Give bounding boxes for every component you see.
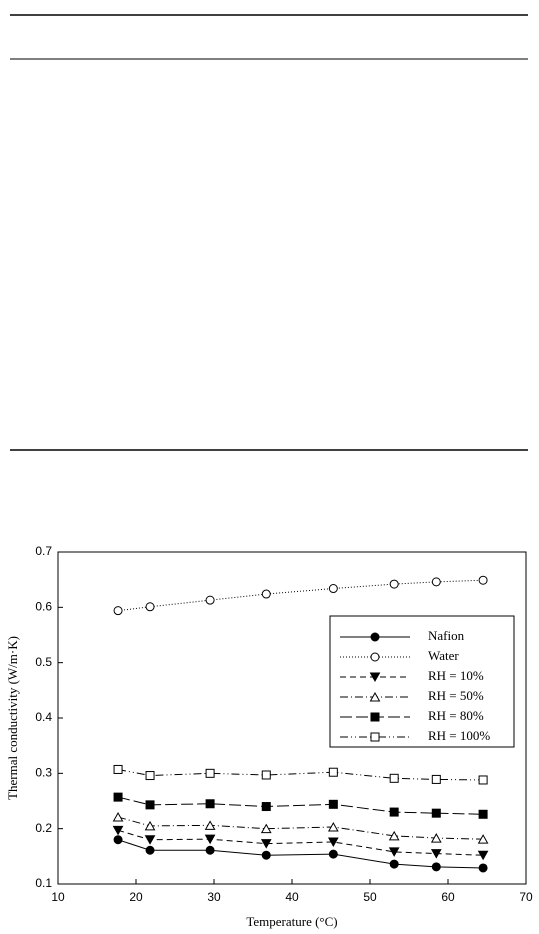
- marker: [205, 768, 215, 778]
- legend-label: RH = 100%: [428, 728, 490, 743]
- marker: [370, 652, 380, 662]
- legend-label: RH = 10%: [428, 668, 484, 683]
- marker: [431, 774, 441, 784]
- x-tick-label: 40: [285, 890, 299, 904]
- marker: [144, 820, 156, 831]
- marker: [145, 800, 155, 810]
- marker: [369, 672, 381, 683]
- y-tick-label: 0.7: [35, 544, 52, 558]
- marker: [477, 834, 489, 844]
- x-tick-label: 30: [207, 890, 221, 904]
- x-tick-label: 70: [519, 890, 533, 904]
- x-tick-label: 50: [363, 890, 377, 904]
- x-axis-title: Temperature (°C): [246, 914, 337, 929]
- marker: [261, 850, 271, 860]
- marker: [478, 863, 488, 873]
- marker: [388, 847, 400, 857]
- marker: [477, 850, 489, 861]
- y-tick-label: 0.5: [35, 655, 52, 669]
- series-line: [117, 579, 484, 612]
- marker: [370, 632, 380, 642]
- marker: [478, 775, 488, 785]
- marker: [145, 771, 155, 781]
- marker: [145, 602, 155, 612]
- marker: [369, 691, 381, 702]
- series-line: [117, 796, 484, 815]
- marker: [388, 830, 400, 841]
- marker: [370, 712, 380, 722]
- x-tick-label: 60: [441, 890, 455, 904]
- series-line: [117, 829, 484, 856]
- x-tick-label: 20: [129, 890, 143, 904]
- marker: [430, 833, 442, 843]
- marker: [431, 862, 441, 872]
- marker: [261, 802, 271, 812]
- marker: [328, 849, 338, 859]
- marker: [113, 835, 123, 845]
- marker: [370, 732, 380, 742]
- legend-label: Nafion: [428, 628, 465, 643]
- marker: [478, 575, 488, 585]
- series-line: [117, 816, 484, 840]
- legend-label: RH = 50%: [428, 688, 484, 703]
- series-line: [117, 839, 484, 869]
- marker: [328, 584, 338, 594]
- marker: [478, 809, 488, 819]
- marker: [431, 577, 441, 587]
- marker: [205, 799, 215, 809]
- marker: [112, 812, 124, 822]
- marker: [205, 845, 215, 855]
- marker: [327, 837, 339, 847]
- legend-label: Water: [428, 648, 459, 663]
- x-tick-label: 10: [51, 890, 65, 904]
- legend-box: [329, 615, 515, 748]
- marker: [112, 825, 124, 836]
- marker: [113, 764, 123, 774]
- y-tick-label: 0.3: [35, 766, 52, 780]
- marker: [389, 859, 399, 869]
- marker: [261, 770, 271, 780]
- marker: [144, 835, 156, 845]
- marker: [145, 845, 155, 855]
- y-tick-label: 0.2: [35, 821, 52, 835]
- marker: [430, 849, 442, 859]
- y-tick-label: 0.6: [35, 600, 52, 614]
- y-axis-title: Thermal conductivity (W/m·K): [5, 636, 20, 800]
- legend-label: RH = 80%: [428, 708, 484, 723]
- marker: [389, 807, 399, 817]
- marker: [113, 792, 123, 802]
- marker: [260, 839, 272, 849]
- marker: [389, 579, 399, 589]
- marker: [204, 820, 216, 830]
- marker: [327, 821, 339, 832]
- y-tick-label: 0.1: [35, 876, 52, 890]
- marker: [389, 773, 399, 783]
- marker: [260, 823, 272, 834]
- marker: [113, 606, 123, 616]
- marker: [328, 767, 338, 777]
- marker: [431, 808, 441, 818]
- y-tick-label: 0.4: [35, 710, 52, 724]
- marker: [205, 595, 215, 605]
- marker: [261, 589, 271, 599]
- marker: [204, 834, 216, 845]
- marker: [328, 799, 338, 809]
- series-line: [117, 768, 484, 781]
